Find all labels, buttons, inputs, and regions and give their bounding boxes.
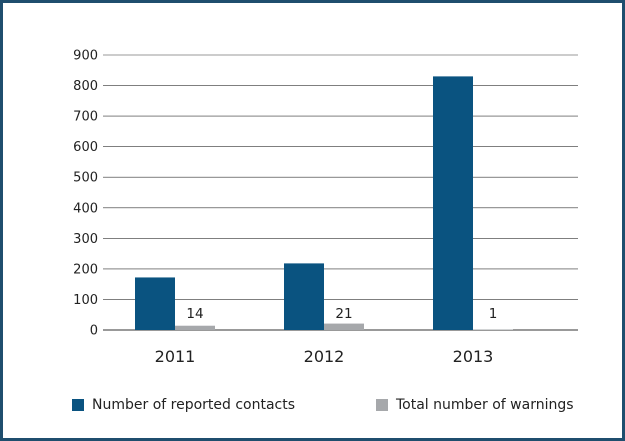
y-tick-label: 700 xyxy=(73,110,98,125)
legend-label-warnings: Total number of warnings xyxy=(396,397,574,413)
y-tick-label: 100 xyxy=(73,293,98,308)
y-axis-ticks: 0 100 200 300 400 500 600 700 800 900 xyxy=(73,49,98,339)
bar-contacts-2013 xyxy=(433,76,473,330)
legend-swatch-contacts xyxy=(72,399,84,411)
bar-contacts-2012 xyxy=(284,263,324,330)
x-axis-categories: 2011 2012 2013 xyxy=(155,347,494,366)
data-label-warnings-2013: 1 xyxy=(489,306,498,322)
y-tick-label: 500 xyxy=(73,171,98,186)
legend-item-warnings: Total number of warnings xyxy=(376,397,574,413)
x-category-label: 2011 xyxy=(155,347,196,366)
legend-swatch-warnings xyxy=(376,399,388,411)
data-label-warnings-2011: 14 xyxy=(186,306,203,322)
bar-warnings-2011 xyxy=(175,325,215,330)
legend: Number of reported contacts Total number… xyxy=(0,397,625,417)
legend-item-contacts: Number of reported contacts xyxy=(72,397,295,413)
y-tick-label: 600 xyxy=(73,140,98,155)
y-tick-label: 200 xyxy=(73,262,98,277)
y-tick-label: 800 xyxy=(73,79,98,94)
x-category-label: 2012 xyxy=(304,347,345,366)
y-tick-label: 900 xyxy=(73,49,98,64)
bar-warnings-2013 xyxy=(473,329,513,330)
bar-warnings-2012 xyxy=(324,323,364,330)
y-tick-label: 0 xyxy=(90,324,98,339)
bar-contacts-2011 xyxy=(135,277,175,330)
legend-label-contacts: Number of reported contacts xyxy=(92,397,296,413)
data-label-warnings-2012: 21 xyxy=(335,306,352,322)
data-labels: 14 21 1 xyxy=(186,306,497,322)
bars xyxy=(135,76,513,330)
y-tick-label: 400 xyxy=(73,201,98,216)
y-tick-label: 300 xyxy=(73,232,98,247)
x-category-label: 2013 xyxy=(453,347,494,366)
